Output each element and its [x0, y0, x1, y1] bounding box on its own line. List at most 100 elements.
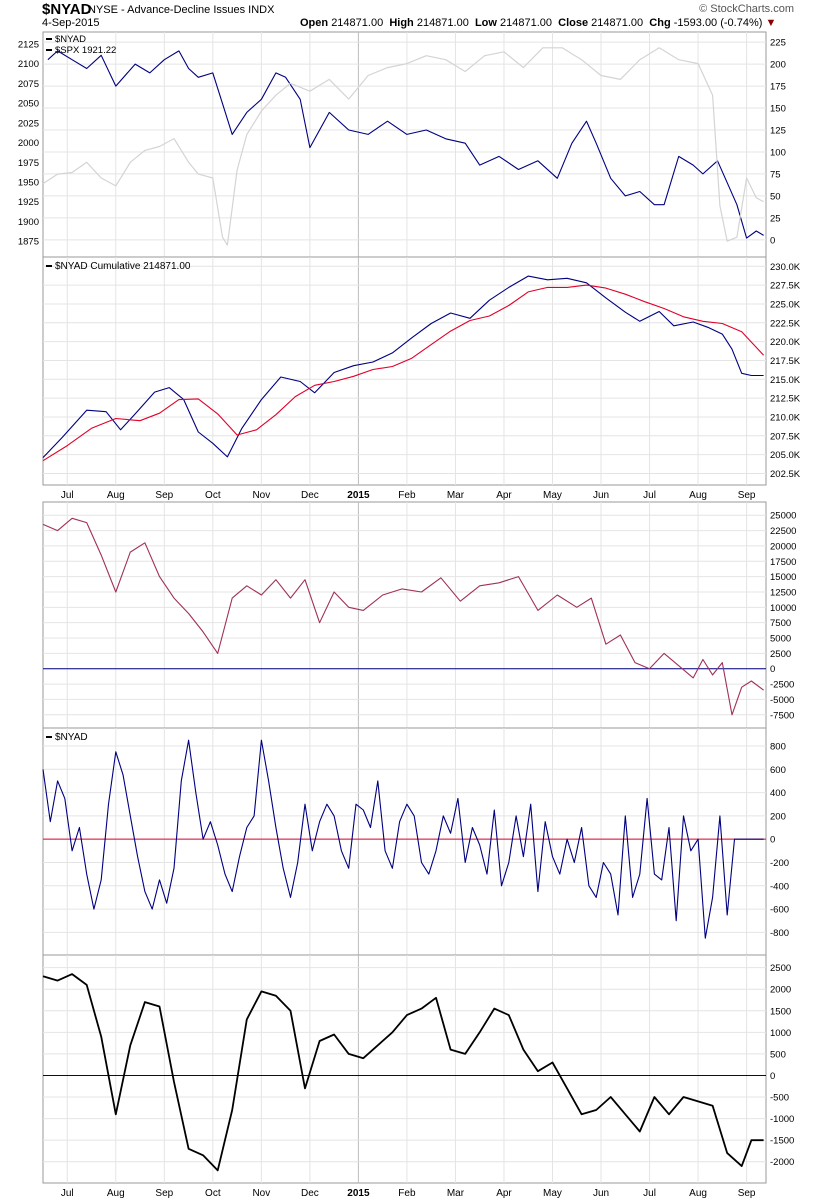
series-line--spx — [42, 47, 764, 246]
high-label: High — [389, 17, 414, 29]
y-tick-label: 2500 — [770, 649, 791, 660]
x-tick-label: Aug — [689, 490, 707, 501]
y-tick-label: 10000 — [770, 603, 796, 614]
x-tick-label: Feb — [398, 490, 416, 501]
y-tick-label: 1500 — [770, 1006, 791, 1017]
x-tick-label: Jul — [61, 1188, 74, 1199]
high-value: 214871.00 — [416, 17, 469, 29]
y-left-tick-label: 2075 — [18, 79, 39, 90]
y-left-tick-label: 2050 — [18, 99, 39, 110]
x-tick-label: Apr — [496, 490, 512, 501]
symbol-name: NYSE - Advance-Decline Issues INDX — [88, 4, 275, 16]
y-tick-label: -600 — [770, 905, 789, 916]
x-tick-label: May — [543, 1188, 562, 1199]
y-tick-label: 12500 — [770, 587, 796, 598]
y-tick-label: 210.0K — [770, 412, 801, 423]
panel-frame-4 — [42, 954, 767, 1184]
y-tick-label: 222.5K — [770, 318, 801, 329]
x-tick-label: Jul — [61, 490, 74, 501]
series-line-oscillator — [42, 973, 764, 1172]
y-tick-label: -500 — [770, 1093, 789, 1104]
y-tick-label: 227.5K — [770, 281, 801, 292]
y-tick-label: 400 — [770, 788, 786, 799]
y-tick-label: 202.5K — [770, 469, 801, 480]
y-tick-label: 125 — [770, 126, 786, 137]
legend-entry: $NYAD — [55, 34, 86, 45]
low-value: 214871.00 — [500, 17, 553, 29]
x-tick-label: Oct — [205, 1188, 221, 1199]
legend-entry: $SPX 1921.22 — [55, 45, 116, 56]
x-tick-label: Nov — [252, 490, 270, 501]
y-tick-label: 0 — [770, 835, 775, 846]
brand-watermark: © StockCharts.com — [699, 3, 794, 15]
quote-strip: Open 214871.00 High 214871.00 Low 214871… — [300, 17, 776, 29]
y-tick-label: -2000 — [770, 1157, 794, 1168]
y-tick-label: 1000 — [770, 1028, 791, 1039]
y-tick-label: 50 — [770, 191, 781, 202]
y-tick-label: -400 — [770, 881, 789, 892]
y-tick-label: 15000 — [770, 572, 796, 583]
y-left-tick-label: 2000 — [18, 138, 39, 149]
series-line-oscillator — [42, 517, 764, 716]
x-tick-label: Jun — [593, 490, 609, 501]
x-tick-label: Jun — [593, 1188, 609, 1199]
y-tick-label: 220.0K — [770, 337, 801, 348]
x-tick-label: Aug — [107, 490, 125, 501]
y-left-tick-label: 1975 — [18, 158, 39, 169]
y-tick-label: 225.0K — [770, 299, 801, 310]
y-left-tick-label: 1875 — [18, 237, 39, 248]
x-tick-label: Feb — [398, 1188, 416, 1199]
low-label: Low — [474, 17, 497, 29]
close-label: Close — [558, 17, 589, 29]
y-tick-label: 215.0K — [770, 375, 801, 386]
x-tick-label: Jul — [643, 490, 656, 501]
y-tick-label: 225 — [770, 38, 786, 49]
y-tick-label: -5000 — [770, 695, 794, 706]
y-tick-label: 212.5K — [770, 394, 801, 405]
x-tick-label: Sep — [155, 1188, 173, 1199]
x-tick-label: 2015 — [347, 490, 370, 501]
y-tick-label: 25000 — [770, 511, 796, 522]
x-tick-label: Aug — [107, 1188, 125, 1199]
y-tick-label: -1500 — [770, 1136, 794, 1147]
y-tick-label: 500 — [770, 1049, 786, 1060]
series-line--nyad-cumulative — [42, 275, 764, 458]
x-tick-label: Sep — [155, 490, 173, 501]
open-label: Open — [300, 17, 329, 29]
x-tick-label: Apr — [496, 1188, 512, 1199]
x-tick-label: May — [543, 490, 562, 501]
y-tick-label: 2000 — [770, 985, 791, 996]
series-line--nyad — [42, 739, 764, 939]
y-tick-label: 75 — [770, 169, 781, 180]
y-tick-label: 0 — [770, 235, 775, 246]
y-tick-label: 175 — [770, 82, 786, 93]
y-tick-label: -1000 — [770, 1114, 794, 1125]
y-tick-label: 22500 — [770, 526, 796, 537]
y-tick-label: 17500 — [770, 557, 796, 568]
y-tick-label: 0 — [770, 664, 775, 675]
x-tick-label: 2015 — [347, 1188, 370, 1199]
x-tick-label: Nov — [252, 1188, 270, 1199]
chg-value: -1593.00 (-0.74%) — [673, 17, 763, 29]
open-value: 214871.00 — [331, 17, 384, 29]
y-left-tick-label: 2100 — [18, 59, 39, 70]
panel-title: $NYAD — [55, 732, 88, 743]
y-tick-label: 200 — [770, 60, 786, 71]
panel-title: $NYAD Cumulative 214871.00 — [55, 261, 191, 272]
y-tick-label: 20000 — [770, 541, 796, 552]
y-tick-label: 200 — [770, 811, 786, 822]
close-value: 214871.00 — [591, 17, 644, 29]
y-tick-label: 25 — [770, 213, 781, 224]
x-tick-label: Sep — [738, 1188, 756, 1199]
chg-label: Chg — [649, 17, 671, 29]
panel-frame-1 — [42, 256, 767, 486]
panel-frame-3 — [42, 727, 767, 956]
x-tick-label: Mar — [447, 490, 465, 501]
x-tick-label: Dec — [301, 490, 319, 501]
down-arrow-icon: ▼ — [765, 17, 777, 29]
y-left-tick-label: 1900 — [18, 217, 39, 228]
y-tick-label: 5000 — [770, 634, 791, 645]
y-tick-label: 230.0K — [770, 262, 801, 273]
y-left-tick-label: 2025 — [18, 118, 39, 129]
